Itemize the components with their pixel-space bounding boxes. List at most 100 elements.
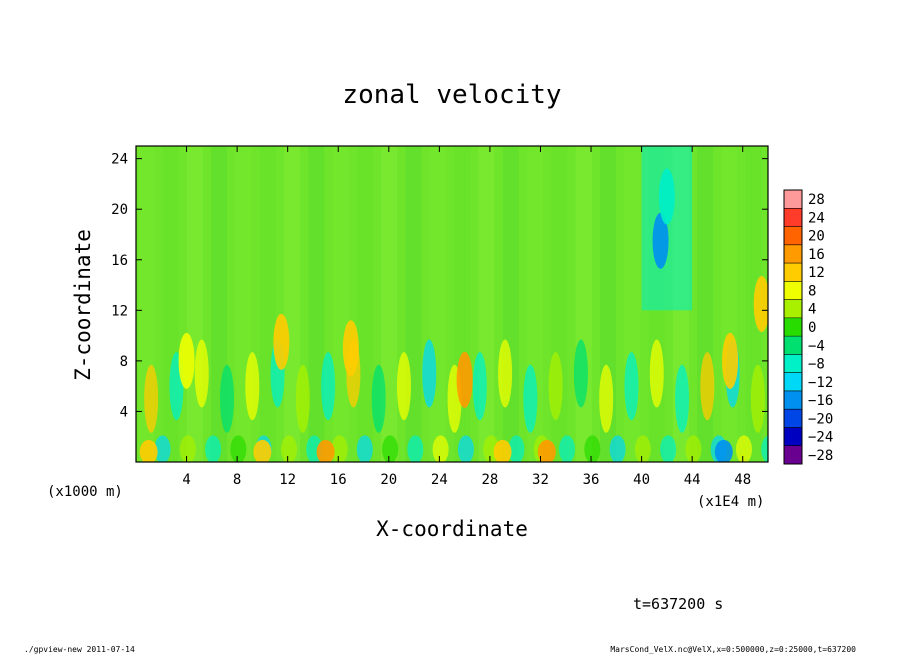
colorbar-label: −8: [808, 357, 825, 373]
colorbar-swatch: [784, 281, 802, 300]
field-lobe: [750, 364, 765, 433]
field-lobe: [498, 339, 513, 408]
colorbar-label: 24: [808, 210, 825, 226]
field-lobe: [230, 435, 247, 462]
y-axis-label: Z-coordinate: [71, 229, 95, 381]
field-lobe: [548, 352, 563, 421]
field-streak: [429, 146, 446, 462]
field-streak: [259, 146, 276, 462]
field-feature: [342, 320, 359, 377]
field-streak: [405, 146, 422, 462]
field-feature: [714, 439, 733, 462]
colorbar-frame: [783, 189, 803, 465]
y-tick-label: 4: [120, 404, 128, 420]
x-tick-label: 40: [633, 472, 650, 488]
field-lobe: [245, 352, 260, 421]
y-tick-label: 20: [111, 202, 128, 218]
field-feature: [658, 168, 675, 225]
colorbar-swatch: [784, 299, 802, 318]
colorbar-swatch: [784, 427, 802, 446]
field-lobe: [280, 435, 297, 462]
field-lobe: [700, 352, 715, 421]
field-lobe: [660, 435, 677, 462]
colorbar-swatch: [784, 190, 802, 209]
field-feature: [753, 276, 768, 332]
field-streak: [308, 146, 325, 462]
colorbar-swatch: [784, 409, 802, 428]
colorbar-label: −4: [808, 338, 825, 354]
field-lobe: [205, 435, 222, 462]
y-unit-label: (x1000 m): [47, 484, 123, 500]
field-lobe: [609, 435, 626, 462]
x-tick-label: 12: [279, 472, 296, 488]
field-lobe: [761, 435, 768, 462]
field-lobe: [472, 352, 487, 421]
field-lobe: [356, 435, 373, 462]
colorbar-label: −28: [808, 448, 833, 464]
field-lobe: [624, 352, 639, 421]
field-lobe: [573, 339, 588, 408]
field-lobe: [422, 339, 437, 408]
chart-title: zonal velocity: [342, 80, 561, 110]
field-feature: [316, 439, 335, 462]
colorbar-label: 4: [808, 302, 816, 318]
x-tick-label: 28: [481, 472, 498, 488]
field-lobe: [584, 435, 601, 462]
field-lobe: [407, 435, 424, 462]
colorbar-label: −24: [808, 430, 833, 446]
x-tick-label: 8: [233, 472, 241, 488]
field-lobe: [432, 435, 449, 462]
colorbar-swatch: [784, 244, 802, 264]
x-tick-label: 44: [684, 472, 701, 488]
x-unit-label: (x1E4 m): [697, 494, 764, 510]
field-streak: [381, 146, 398, 462]
colorbar-label: 12: [808, 265, 825, 281]
field-lobe: [599, 364, 614, 433]
colorbar-swatch: [784, 317, 802, 337]
field-feature: [493, 439, 512, 462]
colorbar-swatch: [784, 372, 802, 391]
field-lobe: [179, 435, 196, 462]
velocity-field: [138, 146, 768, 462]
field-feature: [139, 439, 158, 462]
x-tick-label: 20: [380, 472, 397, 488]
x-axis-label: X-coordinate: [376, 517, 528, 541]
field-streak: [502, 146, 519, 462]
colorbar-swatch: [784, 263, 802, 282]
field-lobe: [154, 435, 171, 462]
y-tick-label: 8: [120, 354, 128, 370]
x-tick-label: 32: [532, 472, 549, 488]
field-feature: [537, 439, 556, 462]
colorbar-label: 8: [808, 283, 816, 299]
field-lobe: [220, 364, 235, 433]
field-streak: [284, 146, 300, 462]
field-streak: [186, 146, 203, 462]
field-lobe: [685, 435, 702, 462]
program-label: ./gpview-new 2011-07-14: [24, 645, 135, 654]
x-tick-label: 24: [431, 472, 448, 488]
time-label: t=637200 s: [633, 595, 723, 613]
field-feature: [456, 351, 473, 408]
source-label: MarsCond_VelX.nc@VelX,x=0:500000,z=0:250…: [610, 645, 856, 654]
field-lobe: [508, 435, 525, 462]
x-axis-ticks: 4 8 12 16 20 24 28 32 36 40 44 48: [182, 146, 751, 488]
y-tick-label: 12: [111, 303, 128, 319]
field-feature: [722, 332, 739, 389]
colorbar-label: 0: [808, 320, 816, 336]
field-lobe: [321, 352, 336, 421]
colorbar-label: 16: [808, 247, 825, 263]
colorbar-label: 20: [808, 229, 825, 245]
x-tick-label: 4: [182, 472, 190, 488]
field-streak: [356, 146, 373, 462]
field-lobe: [649, 339, 664, 408]
plot-frame: [135, 145, 769, 463]
colorbar-label: −16: [808, 393, 833, 409]
field-lobe: [144, 364, 159, 433]
field-lobe: [675, 364, 690, 433]
field-streak: [721, 146, 738, 462]
colorbar-swatch: [784, 226, 802, 245]
colorbar-swatch: [784, 208, 802, 227]
x-tick-label: 48: [734, 472, 751, 488]
